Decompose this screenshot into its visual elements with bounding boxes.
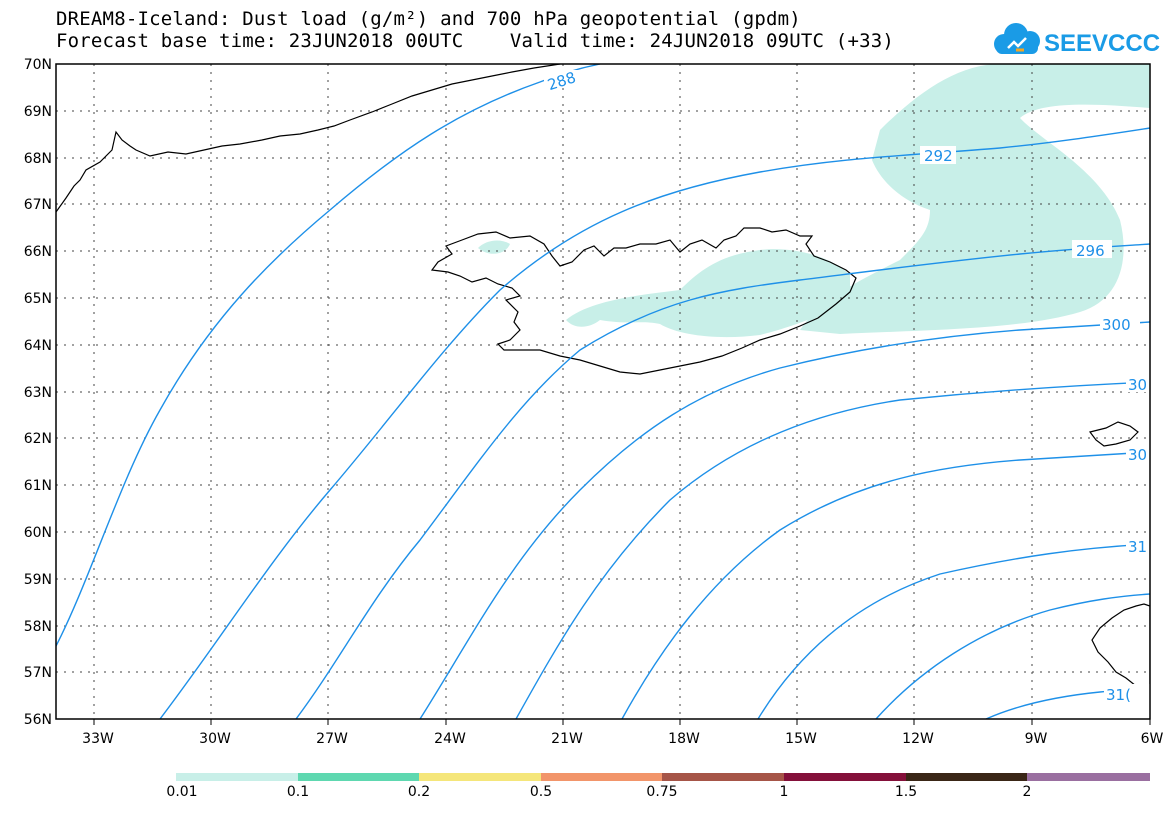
lat-label: 64N — [24, 338, 52, 354]
logo-text: SEEVCCC — [1044, 30, 1160, 57]
contour-label: 292 — [924, 147, 953, 165]
colorbar-label: 0.75 — [646, 784, 678, 800]
map-frame — [55, 63, 1151, 720]
dust-shading — [478, 64, 1150, 338]
lat-label: 59N — [24, 572, 52, 588]
lon-label: 21W — [551, 731, 583, 747]
lat-label: 56N — [24, 712, 52, 728]
lat-label: 63N — [24, 385, 52, 401]
colorbar-swatch — [541, 773, 662, 781]
lon-label: 24W — [434, 731, 466, 747]
geopotential-contours — [56, 64, 1150, 719]
colorbar-label: 0.1 — [286, 784, 310, 800]
lat-label: 68N — [24, 151, 52, 167]
lat-label: 70N — [24, 57, 52, 73]
contour-label: 31( — [1106, 686, 1131, 704]
lon-label: 15W — [785, 731, 817, 747]
latitude-labels: 70N 69N 68N 67N 66N 65N 64N 63N 62N 61N … — [24, 57, 52, 728]
iceland-coast — [430, 227, 857, 375]
lat-label: 60N — [24, 525, 52, 541]
colorbar-swatch — [1027, 773, 1150, 781]
greenland-coast — [56, 64, 561, 213]
longitude-labels: 33W 30W 27W 24W 21W 18W 15W 12W 9W 6W — [82, 731, 1163, 747]
faroe-islands-coast — [1088, 421, 1139, 447]
contour-line — [159, 127, 1150, 719]
lon-label: 33W — [82, 731, 114, 747]
lon-label: 27W — [316, 731, 348, 747]
contour-label: 31 — [1128, 538, 1147, 556]
lon-label: 30W — [199, 731, 231, 747]
contour-line — [875, 593, 1150, 719]
colorbar-swatch — [662, 773, 784, 781]
contour-label: 30 — [1128, 446, 1147, 464]
colorbar-label: 0.01 — [166, 784, 198, 800]
colorbar-label: 1.5 — [894, 784, 918, 800]
lat-label: 66N — [24, 244, 52, 260]
dust-area-iceland — [566, 249, 850, 338]
contour-line — [621, 451, 1150, 719]
contour-line — [419, 321, 1150, 719]
colorbar-swatch — [906, 773, 1027, 781]
contour-label: 300 — [1102, 316, 1131, 334]
map-subtitle: Forecast base time: 23JUN2018 00UTC Vali… — [56, 30, 895, 52]
contour-line — [56, 64, 601, 647]
lat-lon-grid — [56, 64, 1150, 719]
lat-label: 61N — [24, 478, 52, 494]
lon-label: 9W — [1025, 731, 1048, 747]
lat-label: 67N — [24, 197, 52, 213]
contour-labels: 288 292 296 300 30 30 31 31( — [544, 68, 1150, 704]
seevccc-logo: SEEVCCC — [994, 23, 1160, 57]
lat-label: 57N — [24, 665, 52, 681]
colorbar-swatch — [419, 773, 541, 781]
colorbar-label: 0.2 — [407, 784, 431, 800]
lon-label: 6W — [1141, 731, 1164, 747]
dust-area-westfjords — [478, 240, 510, 254]
lat-label: 62N — [24, 431, 52, 447]
colorbar-label: 2 — [1022, 784, 1032, 800]
map-title: DREAM8-Iceland: Dust load (g/m²) and 700… — [56, 8, 801, 30]
colorbar-swatch — [784, 773, 906, 781]
colorbar — [176, 773, 1150, 781]
colorbar-swatch — [176, 773, 298, 781]
lon-label: 12W — [902, 731, 934, 747]
contour-label: 30 — [1128, 376, 1147, 394]
contour-line — [295, 243, 1150, 719]
dust-area-northeast — [800, 64, 1150, 334]
colorbar-swatch — [298, 773, 419, 781]
lat-label: 58N — [24, 619, 52, 635]
contour-label: 296 — [1076, 242, 1105, 260]
tick-marks — [93, 719, 1151, 725]
cloud-logo-icon — [994, 23, 1040, 54]
colorbar-label: 0.5 — [529, 784, 553, 800]
lon-label: 18W — [668, 731, 700, 747]
scotland-coast — [1091, 603, 1150, 691]
lat-label: 69N — [24, 104, 52, 120]
colorbar-label: 1 — [779, 784, 789, 800]
contour-line — [757, 543, 1150, 719]
contour-line — [515, 381, 1150, 719]
lat-label: 65N — [24, 291, 52, 307]
